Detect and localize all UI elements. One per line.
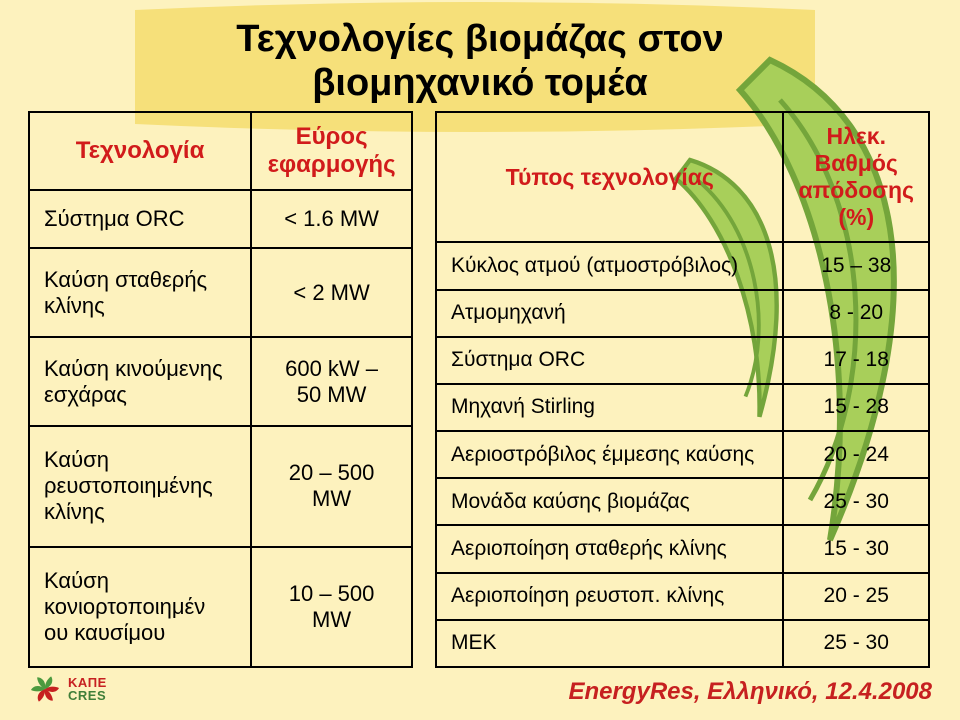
table-row: Καύση κονιορτοποιημέν ου καυσίμου10 – 50…: [29, 547, 412, 667]
table-row: Αεριοποίηση ρευστοπ. κλίνης20 - 25: [436, 573, 929, 620]
table-row: Κύκλος ατμού (ατμοστρόβιλος)15 – 38: [436, 242, 929, 289]
right-cell-label: Ατμομηχανή: [436, 290, 783, 337]
slide-title: Τεχνολογίες βιομάζας στον βιομηχανικό το…: [28, 18, 932, 105]
left-cell-value: < 2 MW: [251, 248, 412, 337]
left-table-header-range: Εύρος εφαρμογής: [251, 112, 412, 190]
table-row: Μηχανή Stirling15 - 28: [436, 384, 929, 431]
right-table-header-type: Τύπος τεχνολογίας: [436, 112, 783, 242]
right-cell-value: 20 - 24: [783, 431, 929, 478]
right-cell-value: 17 - 18: [783, 337, 929, 384]
left-cell-value: 20 – 500 MW: [251, 426, 412, 546]
slide-title-line1: Τεχνολογίες βιομάζας στον: [28, 18, 932, 62]
tables-row: Τεχνολογία Εύρος εφαρμογής Σύστημα ORC< …: [28, 111, 932, 668]
right-table: Τύπος τεχνολογίας Ηλεκ. Βαθμός απόδοσης …: [435, 111, 930, 668]
table-row: Αεριοστρόβιλος έμμεσης καύσης20 - 24: [436, 431, 929, 478]
table-row: Καύση κινούμενης εσχάρας600 kW – 50 MW: [29, 337, 412, 426]
right-cell-label: Αεριοποίηση ρευστοπ. κλίνης: [436, 573, 783, 620]
right-cell-value: 15 – 38: [783, 242, 929, 289]
right-cell-label: Μηχανή Stirling: [436, 384, 783, 431]
left-cell-value: < 1.6 MW: [251, 190, 412, 248]
org-logo-mark: [28, 672, 62, 706]
slide-title-line2: βιομηχανικό τομέα: [28, 62, 932, 106]
event-caption: EnergyRes, Ελληνικό, 12.4.2008: [568, 678, 932, 706]
left-cell-value: 600 kW – 50 MW: [251, 337, 412, 426]
right-cell-label: ΜΕΚ: [436, 620, 783, 667]
right-cell-label: Αεριοποίηση σταθερής κλίνης: [436, 525, 783, 572]
right-cell-value: 15 - 28: [783, 384, 929, 431]
table-row: Αεριοποίηση σταθερής κλίνης15 - 30: [436, 525, 929, 572]
right-cell-value: 15 - 30: [783, 525, 929, 572]
right-cell-value: 25 - 30: [783, 620, 929, 667]
right-cell-value: 8 - 20: [783, 290, 929, 337]
right-cell-label: Μονάδα καύσης βιομάζας: [436, 478, 783, 525]
table-row: ΜΕΚ25 - 30: [436, 620, 929, 667]
left-cell-value: 10 – 500 MW: [251, 547, 412, 667]
left-cell-label: Σύστημα ORC: [29, 190, 251, 248]
right-cell-value: 25 - 30: [783, 478, 929, 525]
right-cell-label: Αεριοστρόβιλος έμμεσης καύσης: [436, 431, 783, 478]
right-table-header-eff: Ηλεκ. Βαθμός απόδοσης (%): [783, 112, 929, 242]
left-cell-label: Καύση κονιορτοποιημέν ου καυσίμου: [29, 547, 251, 667]
left-cell-label: Καύση σταθερής κλίνης: [29, 248, 251, 337]
table-row: Καύση σταθερής κλίνης< 2 MW: [29, 248, 412, 337]
right-cell-label: Κύκλος ατμού (ατμοστρόβιλος): [436, 242, 783, 289]
footer: ΚΑΠΕ CRES EnergyRes, Ελληνικό, 12.4.2008: [28, 668, 932, 706]
table-row: Μονάδα καύσης βιομάζας25 - 30: [436, 478, 929, 525]
org-logo: ΚΑΠΕ CRES: [28, 672, 107, 706]
org-logo-text-bottom: CRES: [68, 689, 107, 702]
right-cell-value: 20 - 25: [783, 573, 929, 620]
left-table: Τεχνολογία Εύρος εφαρμογής Σύστημα ORC< …: [28, 111, 413, 668]
table-row: Σύστημα ORC17 - 18: [436, 337, 929, 384]
table-row: Σύστημα ORC< 1.6 MW: [29, 190, 412, 248]
left-cell-label: Καύση ρευστοποιημένης κλίνης: [29, 426, 251, 546]
left-cell-label: Καύση κινούμενης εσχάρας: [29, 337, 251, 426]
left-table-header-tech: Τεχνολογία: [29, 112, 251, 190]
table-row: Ατμομηχανή8 - 20: [436, 290, 929, 337]
right-cell-label: Σύστημα ORC: [436, 337, 783, 384]
table-row: Καύση ρευστοποιημένης κλίνης20 – 500 MW: [29, 426, 412, 546]
